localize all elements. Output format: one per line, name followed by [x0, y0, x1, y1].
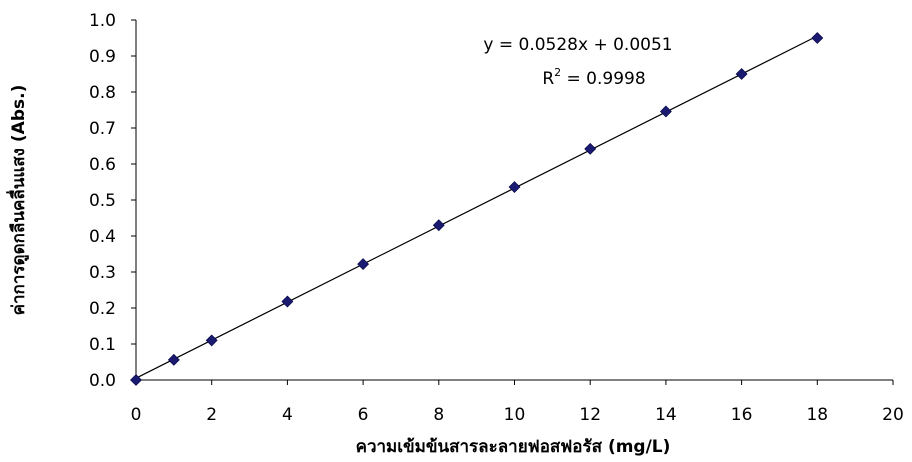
data-point [508, 181, 521, 193]
x-tick-label: 12 [579, 405, 601, 425]
y-tick-label: 0.2 [89, 299, 116, 319]
x-tick-labels: 0 2 4 6 8 10 12 14 16 18 20 [131, 405, 904, 425]
y-tick-label: 0.8 [89, 83, 116, 103]
x-tick-label: 10 [504, 405, 526, 425]
y-tick-label: 0.4 [89, 227, 116, 247]
trendline [135, 35, 818, 379]
y-tick-label: 0.7 [89, 119, 116, 139]
r-squared-base: R [542, 69, 554, 89]
trendline-equation: y = 0.0528x + 0.0051 [483, 35, 672, 55]
data-point [432, 219, 445, 232]
y-tick-label: 0.1 [89, 335, 116, 355]
r-squared-label: R2 = 0.9998 [542, 66, 645, 89]
y-tick-label: 0.3 [89, 263, 116, 283]
y-tick-label: 0.0 [89, 371, 116, 391]
x-tick-label: 8 [433, 405, 444, 425]
x-tick-label: 4 [282, 405, 293, 425]
x-tick-label: 16 [731, 405, 753, 425]
y-tick-label: 0.5 [89, 191, 116, 211]
r-squared-value: = 0.9998 [561, 69, 646, 89]
axes [135, 20, 893, 381]
data-point [205, 334, 218, 347]
data-point [357, 258, 370, 271]
y-tick-label: 1.0 [89, 11, 116, 31]
x-tick-label: 0 [131, 405, 142, 425]
y-tick-label: 0.9 [89, 47, 116, 67]
data-point [584, 142, 597, 155]
data-point [659, 105, 672, 118]
x-tick-label: 14 [655, 405, 677, 425]
y-tick-labels: 0.0 0.1 0.2 0.3 0.4 0.5 0.6 0.7 0.8 0.9 1.0 [89, 11, 116, 391]
data-points [130, 32, 824, 386]
x-tick-label: 6 [358, 405, 369, 425]
data-point [735, 68, 748, 80]
x-tick-label: 20 [882, 405, 904, 425]
data-point [130, 374, 142, 386]
data-point [811, 32, 824, 44]
x-axis-title: ความเข้มข้นสารละลายฟอสฟอรัส (mg/L) [356, 437, 671, 457]
y-axis-title: ค่าการดูดกลืนคลื่นแสง (Abs.) [6, 85, 30, 316]
data-point [281, 295, 294, 308]
r-squared-superscript: 2 [554, 66, 561, 79]
x-tick-label: 18 [806, 405, 828, 425]
axis-ticks [131, 19, 894, 385]
x-tick-label: 2 [206, 405, 217, 425]
data-point [167, 353, 180, 366]
y-tick-label: 0.6 [89, 155, 116, 175]
